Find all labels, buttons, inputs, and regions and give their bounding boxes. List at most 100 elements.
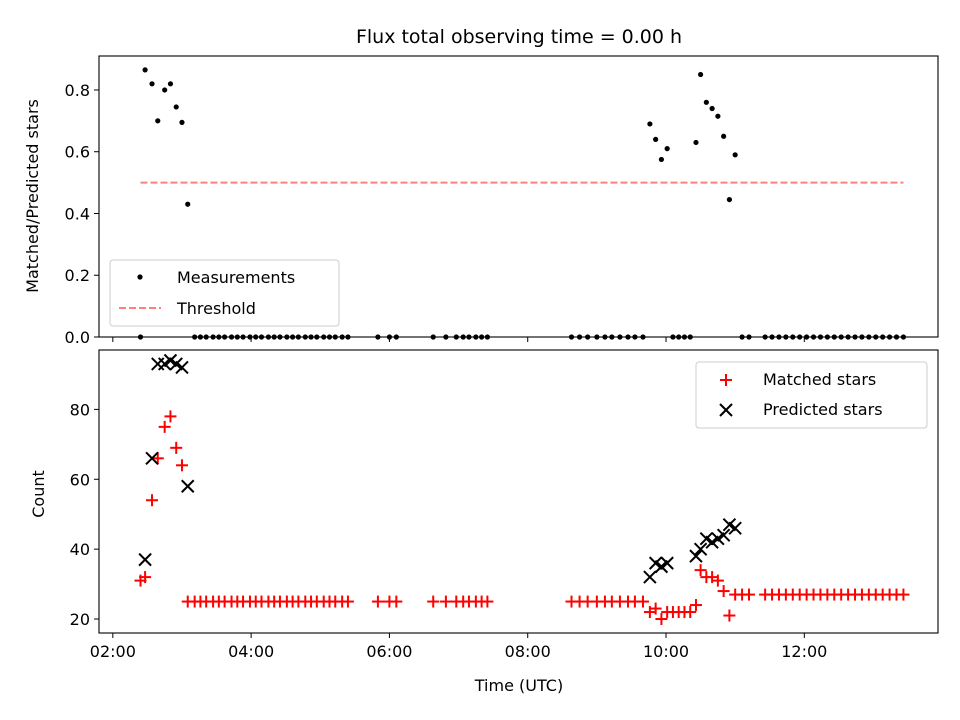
legend-predicted-label: Predicted stars [763, 400, 883, 419]
measurement-point [838, 334, 844, 340]
matched-star-point [158, 420, 171, 433]
measurement-point [632, 334, 638, 340]
measurement-point [284, 334, 290, 340]
measurement-point [726, 196, 733, 203]
measurement-point [453, 334, 459, 340]
legend-measurements-marker [137, 274, 143, 280]
measurement-point [859, 334, 865, 340]
measurement-point [265, 334, 272, 340]
measurement-point [137, 334, 144, 340]
measurement-point [240, 334, 246, 340]
top-y-tick-label: 0.6 [65, 143, 90, 162]
bottom-y-tick-label: 60 [70, 470, 90, 489]
matched-star-point [481, 595, 494, 608]
measurement-point [345, 334, 351, 340]
top-panel: 0.0 0.2 0.4 0.6 0.8 [65, 55, 939, 347]
measurement-point [739, 334, 745, 340]
measurement-point [386, 334, 393, 340]
measurement-point [762, 334, 768, 340]
matched-star-point [655, 613, 668, 626]
measurement-point [197, 334, 204, 340]
measurement-point [142, 67, 148, 73]
measurement-point [460, 334, 466, 340]
measurement-point [845, 334, 851, 340]
top-axes-frame [98, 55, 939, 338]
top-legend-box [109, 259, 340, 327]
measurement-point [326, 334, 333, 340]
measurement-point [479, 334, 485, 340]
legend-matched-marker [720, 374, 732, 386]
measurement-point [222, 334, 228, 340]
measurement-point [443, 334, 449, 340]
measurement-point [746, 334, 752, 340]
predicted-star-point [716, 528, 731, 542]
x-tick-label: 02:00 [90, 642, 136, 661]
measurement-point [625, 334, 631, 340]
measurement-point [866, 334, 872, 340]
measurement-point [192, 334, 198, 340]
measurement-point [797, 334, 803, 340]
matched-star-point [146, 494, 159, 507]
measurement-point [576, 334, 583, 340]
bottom-y-axis-label: Count [29, 470, 48, 518]
top-y-axis-label: Matched/Predicted stars [23, 99, 42, 293]
matched-star-point [151, 452, 164, 465]
measurement-point [466, 334, 472, 340]
measurement-point [697, 71, 704, 78]
predicted-star-point [728, 521, 742, 535]
measurement-point [873, 334, 879, 340]
measurement-point [253, 334, 259, 340]
measurement-point [703, 99, 709, 105]
matched-star-point [636, 595, 649, 608]
measurement-point [234, 334, 240, 340]
bottom-y-tick-label: 40 [70, 540, 90, 559]
measurement-point [602, 334, 608, 340]
measurement-point [258, 334, 265, 340]
measurement-point [314, 334, 320, 340]
predicted-star-point [693, 542, 708, 556]
measurement-point [308, 334, 314, 340]
predicted-star-point [145, 451, 159, 466]
measurement-point [852, 334, 858, 340]
bottom-axes-frame [98, 349, 939, 634]
measurement-point [676, 334, 682, 340]
measurement-point [681, 334, 688, 340]
matched-star-point [371, 595, 384, 608]
measurement-point [664, 146, 670, 152]
measurement-point [167, 81, 174, 87]
measurement-point [321, 334, 327, 340]
bottom-y-tick-label: 80 [70, 400, 90, 419]
bottom-y-tick-label: 20 [70, 610, 90, 629]
measurement-point [810, 334, 817, 340]
x-tick-label: 06:00 [366, 642, 412, 661]
matched-star-point [427, 595, 440, 608]
predicted-star-point [151, 357, 165, 371]
measurement-point [776, 334, 782, 340]
x-tick-label: 08:00 [505, 642, 551, 661]
legend-measurements-label: Measurements [177, 268, 295, 287]
bottom-panel: 02:00 04:00 06:00 08:00 10:00 12:00 20 40 60 80 [70, 349, 939, 661]
measurement-point [790, 334, 796, 340]
measurement-point [179, 119, 185, 125]
matched-star-point [170, 441, 183, 454]
measurement-point [277, 334, 283, 340]
x-axis-label: Time (UTC) [474, 676, 563, 695]
measurement-point [585, 334, 591, 340]
top-legend: Measurements Threshold [109, 259, 340, 327]
measurement-point [173, 104, 179, 110]
measurement-point [203, 334, 209, 340]
measurement-point [162, 87, 168, 93]
measurement-point [617, 334, 623, 340]
measurement-point [568, 334, 575, 340]
top-y-tick-label: 0.4 [65, 204, 90, 223]
top-y-tick-label: 0.0 [65, 328, 90, 347]
legend-predicted-marker [719, 403, 733, 417]
measurement-point [640, 334, 646, 340]
measurement-point [658, 156, 665, 163]
measurement-point [290, 334, 296, 340]
predicted-star-point [660, 556, 674, 570]
measurement-point [900, 334, 907, 340]
measurement-point [721, 133, 727, 139]
measurement-point [473, 334, 479, 340]
measurement-point [594, 334, 600, 340]
